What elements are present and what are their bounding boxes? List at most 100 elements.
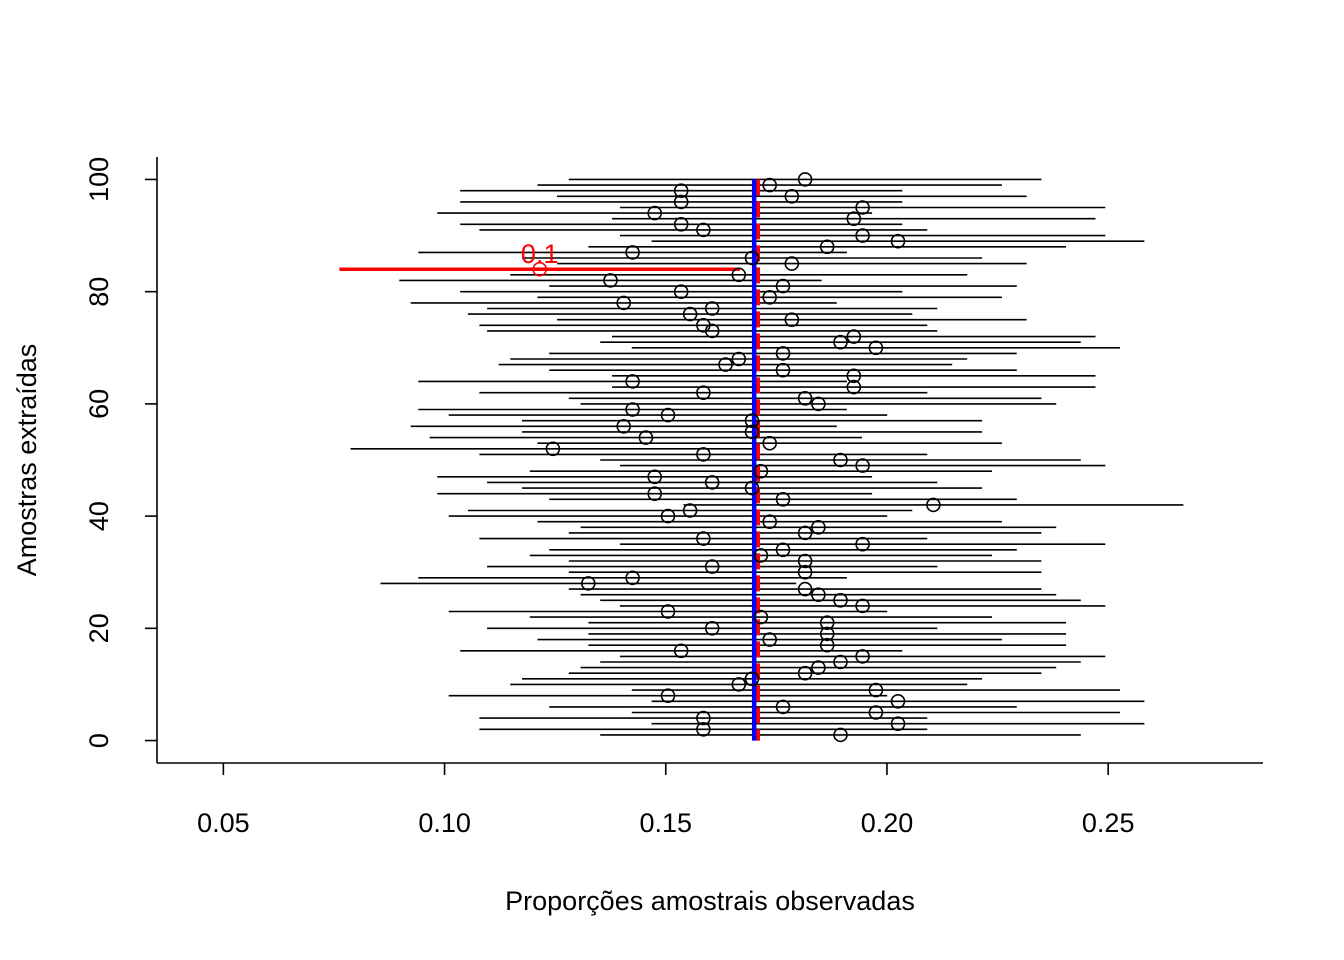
point-53	[762, 435, 778, 451]
point-41	[682, 503, 698, 518]
point-37	[797, 525, 813, 541]
point-5	[868, 705, 884, 720]
point-44	[647, 486, 663, 502]
point-71	[833, 334, 848, 350]
point-45	[744, 480, 760, 496]
point-38	[811, 519, 826, 535]
point-8	[660, 688, 676, 704]
x-axis-title: Proporções amostrais observadas	[505, 886, 915, 916]
x-tick-label-4: 0.25	[1082, 808, 1135, 838]
point-30	[797, 564, 813, 580]
point-34	[775, 542, 791, 558]
point-25	[833, 592, 848, 608]
point-56	[616, 418, 632, 434]
point-43	[775, 491, 791, 507]
point-48	[753, 463, 769, 479]
point-35	[855, 536, 870, 552]
point-100	[797, 172, 813, 187]
point-3	[890, 716, 906, 732]
point-61	[797, 390, 813, 406]
point-52	[545, 441, 561, 457]
point-94	[647, 205, 663, 221]
point-85	[784, 256, 800, 271]
point-4	[696, 710, 711, 726]
point-20	[704, 620, 720, 636]
points-layer: 0.1	[521, 172, 941, 743]
y-tick-label-2: 40	[84, 501, 114, 531]
point-54	[638, 430, 654, 445]
point-97	[784, 189, 800, 204]
y-tick-label-3: 60	[84, 389, 114, 419]
reference-layer	[751, 179, 760, 741]
point-80	[673, 284, 689, 300]
point-36	[696, 531, 711, 546]
point-70	[868, 340, 884, 356]
x-tick-label-1: 0.10	[418, 808, 471, 838]
point-24	[855, 598, 870, 614]
point-16	[673, 643, 689, 659]
point-33	[753, 548, 769, 563]
point-87	[625, 245, 640, 260]
y-tick-label-4: 80	[84, 277, 114, 307]
point-75	[784, 312, 800, 328]
point-40	[660, 508, 676, 524]
point-62	[696, 385, 711, 401]
point-67	[718, 357, 733, 372]
point-13	[811, 660, 826, 675]
point-99	[762, 177, 778, 193]
point-59	[625, 402, 640, 417]
point-82	[603, 273, 618, 288]
point-57	[744, 413, 760, 429]
point-79	[762, 289, 778, 305]
x-tick-label-2: 0.15	[640, 808, 693, 838]
point-64	[625, 374, 640, 389]
point-78	[616, 295, 632, 311]
point-47	[647, 469, 663, 485]
point-93	[846, 211, 862, 226]
point-76	[682, 306, 698, 322]
point-7	[890, 693, 906, 709]
intervals-layer	[339, 178, 1184, 736]
x-tick-label-0: 0.05	[197, 808, 250, 838]
y-tick-label-1: 20	[84, 613, 114, 643]
point-42	[926, 497, 941, 513]
point-32	[797, 553, 813, 569]
point-88	[819, 239, 835, 255]
point-72	[846, 329, 862, 344]
point-83	[731, 267, 747, 283]
point-1	[833, 727, 848, 743]
point-21	[819, 615, 835, 631]
point-23	[660, 604, 676, 619]
point-66	[775, 362, 791, 378]
point-60	[811, 396, 826, 412]
point-69	[775, 346, 791, 361]
point-19	[819, 626, 835, 642]
point-96	[673, 194, 689, 210]
point-74	[696, 317, 711, 333]
point-14	[833, 654, 848, 670]
point-58	[660, 407, 676, 423]
point-51	[696, 447, 711, 462]
point-12	[797, 665, 813, 681]
point-81	[775, 278, 791, 294]
point-63	[846, 379, 862, 395]
point-46	[704, 475, 720, 490]
miss-label-84: 0.1	[521, 239, 559, 269]
point-92	[673, 217, 689, 232]
point-10	[731, 677, 747, 692]
point-91	[696, 222, 711, 238]
point-6	[775, 699, 791, 715]
point-31	[704, 559, 720, 574]
y-tick-label-0: 0	[84, 733, 114, 748]
point-98	[673, 183, 689, 198]
point-77	[704, 301, 720, 316]
point-9	[868, 682, 884, 698]
point-26	[811, 587, 826, 603]
point-22	[753, 609, 769, 625]
point-89	[890, 233, 906, 249]
point-15	[855, 649, 870, 664]
point-29	[625, 570, 640, 586]
y-axis-title: Amostras extraídas	[12, 344, 42, 577]
point-27	[797, 581, 813, 597]
